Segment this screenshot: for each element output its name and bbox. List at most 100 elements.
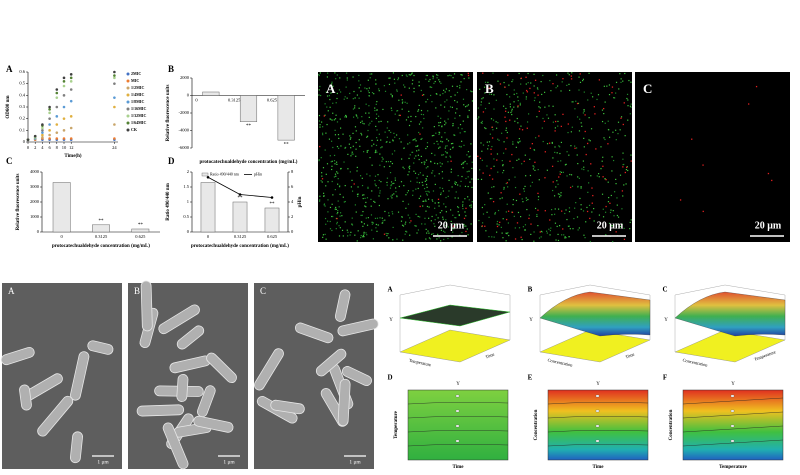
cell-dot <box>318 89 320 91</box>
cell-dot <box>336 92 338 95</box>
panel-label: A <box>387 286 392 294</box>
cell-dot <box>415 115 417 118</box>
cell-dot <box>440 193 442 196</box>
cell-dot <box>451 186 453 188</box>
cell-dot <box>450 220 452 223</box>
y-axis-title: Time <box>625 352 635 360</box>
cell-dot <box>619 174 622 176</box>
cell-dot <box>358 107 360 109</box>
cell-dot <box>443 106 446 108</box>
cell-dot <box>335 114 337 116</box>
cell-dot <box>477 155 479 157</box>
bar <box>264 207 280 233</box>
cell-dot <box>546 114 548 116</box>
cell-dot <box>596 98 598 101</box>
cell-dot <box>445 221 448 224</box>
sem-image <box>128 280 248 470</box>
cell-dot <box>464 160 466 163</box>
cell-dot <box>611 156 613 158</box>
cell-dot <box>510 111 512 114</box>
cell-dot <box>584 130 586 133</box>
cell-dot <box>391 162 394 165</box>
cell-dot <box>582 80 584 82</box>
cell-dot <box>503 186 505 189</box>
cell-dot <box>367 129 369 132</box>
cell-dot <box>691 138 693 140</box>
cell-dot <box>401 99 403 101</box>
cell-dot <box>394 179 396 181</box>
cell-dot <box>533 231 535 233</box>
cell-dot <box>554 127 557 129</box>
cell-dot <box>560 194 562 197</box>
legend-label: CK <box>131 127 138 132</box>
cell-dot <box>619 73 621 75</box>
cell-dot <box>374 175 377 177</box>
cell-dot <box>355 155 357 157</box>
cell-dot <box>419 172 421 174</box>
cell-dot <box>604 138 606 141</box>
cell-dot <box>558 225 561 227</box>
cell-dot <box>369 77 371 79</box>
cell-dot <box>542 140 544 143</box>
cell-dot <box>358 87 360 89</box>
cell-dot <box>467 115 469 117</box>
cell-dot <box>481 159 483 161</box>
cell-dot <box>442 190 445 192</box>
cell-dot <box>387 233 389 235</box>
cell-dot <box>355 211 357 213</box>
cell-dot <box>588 139 590 141</box>
cell-dot <box>426 74 428 77</box>
cell-dot <box>333 176 336 178</box>
contour-line <box>407 416 509 419</box>
cell-dot <box>470 204 472 206</box>
cell-dot <box>402 200 404 202</box>
cell-dot <box>418 123 421 125</box>
line-point <box>238 193 242 196</box>
y2-tick-label: 4 <box>291 199 294 204</box>
cell-dot <box>603 112 605 115</box>
cell-dot <box>466 88 468 91</box>
cell-dot <box>442 230 445 232</box>
cell-dot <box>421 137 423 140</box>
cell-dot <box>454 117 456 119</box>
cell-dot <box>459 185 461 187</box>
cell-dot <box>320 94 322 97</box>
cell-dot <box>424 223 426 225</box>
data-point <box>62 117 66 120</box>
cell-dot <box>440 229 443 231</box>
cell-dot <box>623 227 625 229</box>
z-axis-title: Y <box>529 318 533 323</box>
cell-dot <box>339 91 342 93</box>
cell-dot <box>496 231 498 233</box>
cell-dot <box>568 74 570 76</box>
cell-dot <box>360 132 362 135</box>
cell-dot <box>622 166 624 168</box>
cell-dot <box>456 108 458 110</box>
cell-dot <box>426 145 429 148</box>
cell-dot <box>322 167 325 169</box>
cell-dot <box>450 74 452 77</box>
cell-dot <box>478 116 480 118</box>
cell-dot <box>396 195 398 197</box>
cell-dot <box>583 137 585 139</box>
cell-dot <box>335 78 337 80</box>
cell-dot <box>349 234 351 236</box>
cell-dot <box>371 221 373 223</box>
cell-dot <box>351 223 353 225</box>
contour-line <box>547 402 649 405</box>
data-point <box>69 80 73 83</box>
y2-tick-label: 2 <box>291 214 293 219</box>
cell-dot <box>460 81 462 83</box>
cell-dot <box>529 174 532 177</box>
legend-label: 1/2MIC <box>131 85 144 90</box>
cell-dot <box>345 116 347 118</box>
cell-dot <box>401 224 404 226</box>
cell-dot <box>630 106 632 108</box>
cell-dot <box>387 160 390 163</box>
cell-dot <box>500 192 502 194</box>
cell-dot <box>536 87 539 89</box>
cell-dot <box>484 81 487 83</box>
cell-dot <box>413 74 415 77</box>
bacterium <box>334 289 351 322</box>
cell-dot <box>497 80 499 82</box>
